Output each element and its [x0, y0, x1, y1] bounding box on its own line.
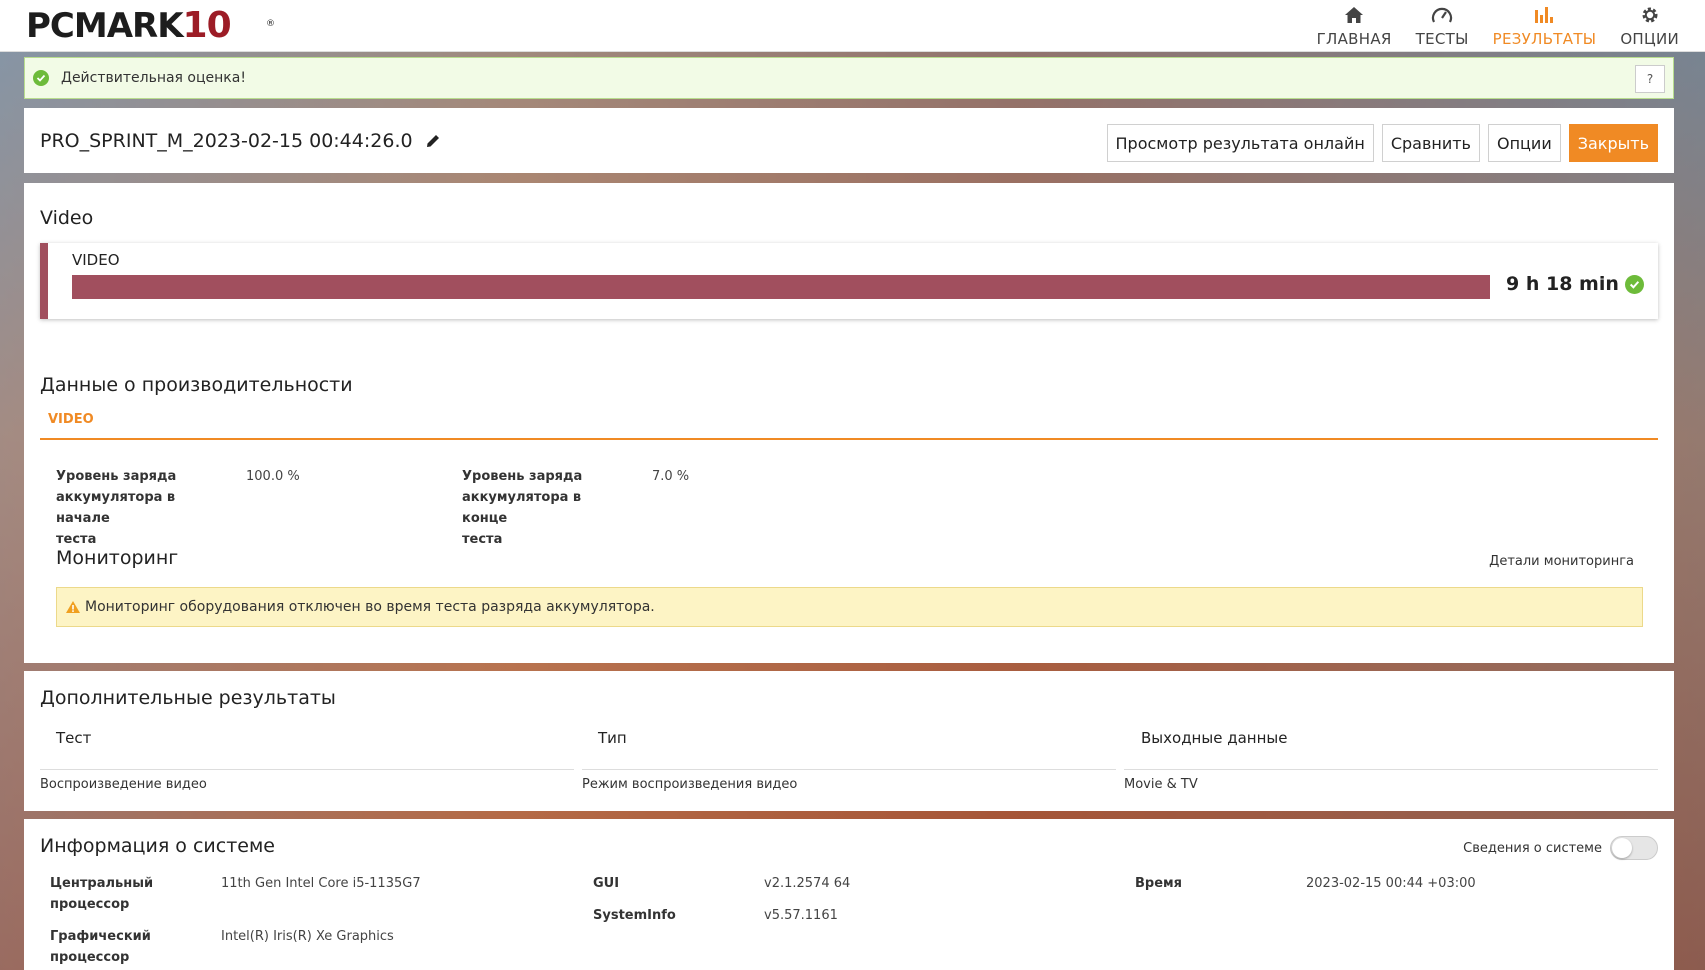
- gpu-value: Intel(R) Iris(R) Xe Graphics: [221, 929, 394, 944]
- tab-video[interactable]: VIDEO: [48, 412, 94, 427]
- help-button[interactable]: ?: [1635, 65, 1665, 93]
- video-score-card: VIDEO 9 h 18 min: [40, 243, 1658, 319]
- systeminfo-label: SystemInfo: [593, 908, 676, 923]
- system-info-title: Информация о системе: [40, 835, 275, 857]
- additional-results-title: Дополнительные результаты: [40, 687, 336, 709]
- time-value: 2023-02-15 00:44 +03:00: [1306, 876, 1476, 891]
- toggle-knob: [1612, 838, 1632, 858]
- result-actions: Просмотр результата онлайн Сравнить Опци…: [1106, 124, 1658, 162]
- warning-icon: [65, 600, 81, 614]
- video-section-title: Video: [40, 207, 94, 229]
- top-bar: PCMARK10 ® ГЛАВНАЯ ТЕСТЫ РЕЗУЛЬТАТЫ ОПЦ: [0, 0, 1705, 52]
- speedometer-icon: [1431, 4, 1453, 26]
- gpu-label-line: Графический: [50, 929, 151, 944]
- battery-end-label-line: Уровень заряда: [462, 469, 583, 484]
- gear-icon: [1640, 4, 1660, 26]
- video-score-bar: [72, 275, 1490, 299]
- monitoring-title: Мониторинг: [56, 547, 179, 569]
- battery-end-label-line: аккумулятора в конце: [462, 490, 582, 526]
- battery-start-label-line: теста: [56, 532, 97, 547]
- column-header-output: Выходные данные: [1141, 729, 1288, 747]
- battery-end-label-line: теста: [462, 532, 503, 547]
- video-score-panel: Video VIDEO 9 h 18 min: [24, 183, 1674, 350]
- edit-pencil-icon[interactable]: [425, 133, 441, 149]
- cpu-value: 11th Gen Intel Core i5-1135G7: [221, 876, 421, 891]
- monitoring-details-link[interactable]: Детали мониторинга: [1489, 554, 1634, 569]
- video-card-label: VIDEO: [72, 251, 120, 269]
- monitoring-warning-text: Мониторинг оборудования отключен во врем…: [85, 599, 655, 615]
- logo-registered: ®: [266, 19, 275, 29]
- column-divider: [582, 769, 1116, 770]
- video-score: 9 h 18 min: [1506, 273, 1644, 295]
- nav-options[interactable]: ОПЦИИ: [1608, 0, 1691, 52]
- gui-label: GUI: [593, 876, 620, 891]
- battery-end-value: 7.0 %: [652, 469, 690, 484]
- additional-results-panel: Дополнительные результаты Тест Тип Выход…: [24, 671, 1674, 811]
- gpu-label: Графический процессор: [50, 926, 151, 968]
- check-circle-icon: [33, 70, 49, 86]
- result-name-text: PRO_SPRINT_M_2023-02-15 00:44:26.0: [40, 130, 413, 152]
- battery-start-label-line: аккумулятора в начале: [56, 490, 176, 526]
- compare-button[interactable]: Сравнить: [1381, 124, 1480, 162]
- logo-text: PCMARK: [26, 6, 184, 46]
- battery-start-field: Уровень заряда аккумулятора в начале теста…: [56, 466, 300, 550]
- system-details-toggle-label: Сведения о системе: [1463, 841, 1602, 856]
- logo-number: 10: [182, 5, 232, 46]
- systeminfo-value: v5.57.1161: [764, 908, 838, 923]
- time-label: Время: [1135, 876, 1183, 891]
- column-header-type: Тип: [598, 729, 627, 747]
- view-online-button[interactable]: Просмотр результата онлайн: [1106, 124, 1374, 162]
- gui-value: v2.1.2574 64: [764, 876, 851, 891]
- video-score-value: 9 h 18 min: [1506, 273, 1619, 295]
- table-cell-output: Movie & TV: [1124, 777, 1198, 792]
- cpu-label-line: Центральный: [50, 876, 154, 891]
- check-circle-icon: [1624, 274, 1644, 294]
- cpu-label: Центральный процессор: [50, 873, 153, 915]
- nav-results-label: РЕЗУЛЬТАТЫ: [1492, 30, 1597, 48]
- performance-title: Данные о производительности: [40, 374, 353, 396]
- battery-end-field: Уровень заряда аккумулятора в конце теста 7…: [462, 466, 689, 550]
- nav-tests[interactable]: ТЕСТЫ: [1404, 0, 1481, 52]
- battery-start-value: 100.0 %: [246, 469, 300, 484]
- column-header-test: Тест: [56, 729, 92, 747]
- nav-home-label: ГЛАВНАЯ: [1316, 30, 1392, 48]
- battery-start-label: Уровень заряда аккумулятора в начале теста: [56, 466, 216, 550]
- options-button[interactable]: Опции: [1487, 124, 1561, 162]
- result-header-panel: PRO_SPRINT_M_2023-02-15 00:44:26.0 Просм…: [24, 108, 1674, 173]
- bar-chart-icon: [1534, 4, 1554, 26]
- main-nav: ГЛАВНАЯ ТЕСТЫ РЕЗУЛЬТАТЫ ОПЦИИ: [1305, 0, 1691, 52]
- valid-score-text: Действительная оценка!: [61, 70, 246, 86]
- column-divider: [40, 769, 574, 770]
- nav-home[interactable]: ГЛАВНАЯ: [1305, 0, 1404, 52]
- nav-results[interactable]: РЕЗУЛЬТАТЫ: [1481, 0, 1609, 52]
- performance-data-panel: Данные о производительности VIDEO Уровен…: [24, 350, 1674, 663]
- nav-options-label: ОПЦИИ: [1620, 30, 1679, 48]
- valid-score-banner: Действительная оценка! ?: [24, 57, 1674, 99]
- nav-tests-label: ТЕСТЫ: [1415, 30, 1469, 48]
- pcmark-logo: PCMARK10 ®: [26, 5, 275, 47]
- table-cell-type: Режим воспроизведения видео: [582, 777, 798, 792]
- column-divider: [1124, 769, 1658, 770]
- cpu-label-line: процессор: [50, 897, 130, 912]
- system-info-panel: Информация о системе Сведения о системе …: [24, 819, 1674, 970]
- table-cell-test: Воспроизведение видео: [40, 777, 207, 792]
- battery-end-label: Уровень заряда аккумулятора в конце теста: [462, 466, 622, 550]
- monitoring-warning: Мониторинг оборудования отключен во врем…: [56, 587, 1643, 627]
- tab-underline: [40, 438, 1658, 440]
- system-details-toggle[interactable]: [1610, 836, 1658, 860]
- battery-start-label-line: Уровень заряда: [56, 469, 177, 484]
- home-icon: [1344, 4, 1364, 26]
- close-button[interactable]: Закрыть: [1568, 124, 1658, 162]
- gpu-label-line: процессор: [50, 950, 130, 965]
- result-name: PRO_SPRINT_M_2023-02-15 00:44:26.0: [40, 130, 441, 152]
